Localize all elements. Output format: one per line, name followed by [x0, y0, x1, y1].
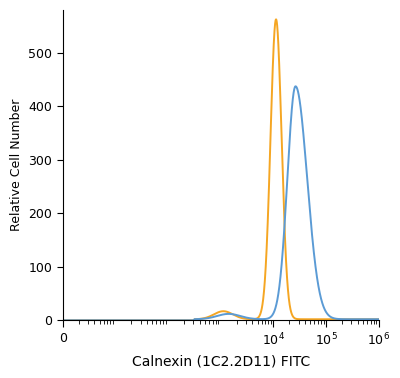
- Y-axis label: Relative Cell Number: Relative Cell Number: [10, 99, 23, 231]
- X-axis label: Calnexin (1C2.2D11) FITC: Calnexin (1C2.2D11) FITC: [132, 354, 310, 368]
